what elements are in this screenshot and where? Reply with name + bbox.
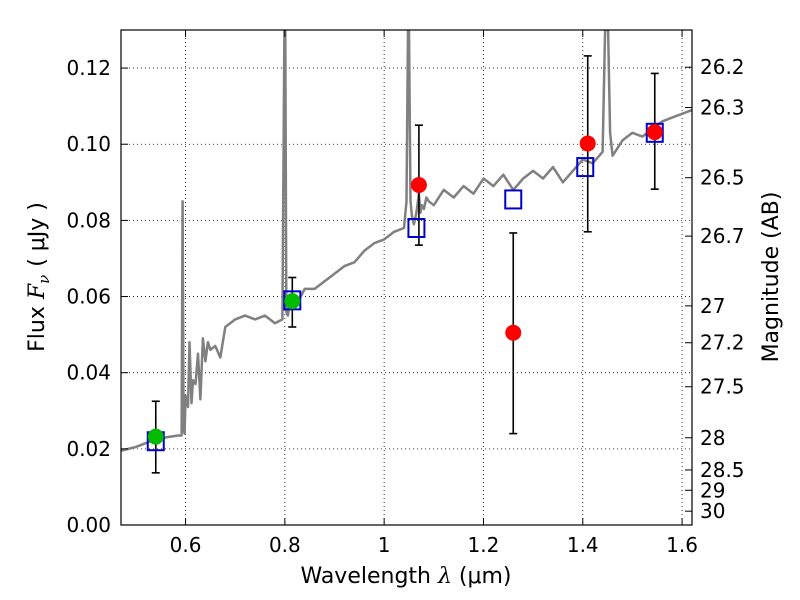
- red-data-point: [410, 176, 427, 193]
- model-photometry-box: [283, 290, 302, 311]
- y-tick-label: 0.06: [66, 285, 111, 309]
- y-tick-label: 0.10: [66, 132, 111, 156]
- green-data-point: [147, 428, 164, 445]
- y-tick-label: 0.04: [66, 361, 111, 385]
- x-tick-label: 1.2: [468, 533, 500, 557]
- x-axis-title: Wavelength λ (μm): [300, 564, 511, 589]
- x-tick-labels: 0.6 0.8 1 1.2 1.4 1.6: [170, 533, 698, 557]
- y2-axis-title: Magnitude (AB): [759, 192, 784, 363]
- spectrum-series: [121, 30, 692, 453]
- y2-tick-label: 28.5: [700, 458, 745, 482]
- model-photometry-box: [576, 157, 595, 178]
- y2-tick-label: 30: [700, 499, 725, 523]
- red-data-point: [579, 135, 596, 152]
- x-tick-label: 1: [378, 533, 391, 557]
- y-tick-labels: 0.00 0.02 0.04 0.06 0.08 0.10 0.12: [66, 56, 111, 537]
- y-tick-label: 0.00: [66, 513, 111, 537]
- y2-tick-label: 29: [700, 478, 725, 502]
- red-data-point: [505, 324, 522, 341]
- x-tick-label: 0.6: [170, 533, 202, 557]
- y2-tick-label: 27: [700, 294, 725, 318]
- spectrum-line: [121, 30, 692, 453]
- red-data-point: [646, 124, 663, 141]
- observed-photometry-series: [147, 124, 663, 445]
- model-photometry-box: [504, 189, 523, 210]
- plot-frame: [120, 29, 693, 526]
- y-axis-title: Flux Fν( μJy ): [25, 202, 53, 352]
- y2-tick-label: 27.5: [700, 375, 745, 399]
- model-photometry-box: [645, 122, 664, 143]
- x-tick-label: 1.4: [567, 533, 599, 557]
- y-tick-label: 0.12: [66, 56, 111, 80]
- green-data-point: [284, 293, 301, 310]
- y2-tick-label: 26.2: [700, 55, 745, 79]
- y2-tick-label: 28: [700, 426, 725, 450]
- y-tick-label: 0.02: [66, 437, 111, 461]
- axis-ticks: [121, 30, 692, 526]
- x-tick-label: 1.6: [666, 533, 698, 557]
- model-photometry-box: [407, 218, 426, 238]
- y2-tick-label: 26.7: [700, 224, 745, 248]
- y-tick-label: 0.08: [66, 208, 111, 232]
- grid: [121, 30, 692, 526]
- y2-tick-label: 26.3: [700, 95, 745, 119]
- y2-tick-label: 26.5: [700, 166, 745, 190]
- x-tick-label: 0.8: [269, 533, 301, 557]
- y2-tick-label: 27.2: [700, 331, 745, 355]
